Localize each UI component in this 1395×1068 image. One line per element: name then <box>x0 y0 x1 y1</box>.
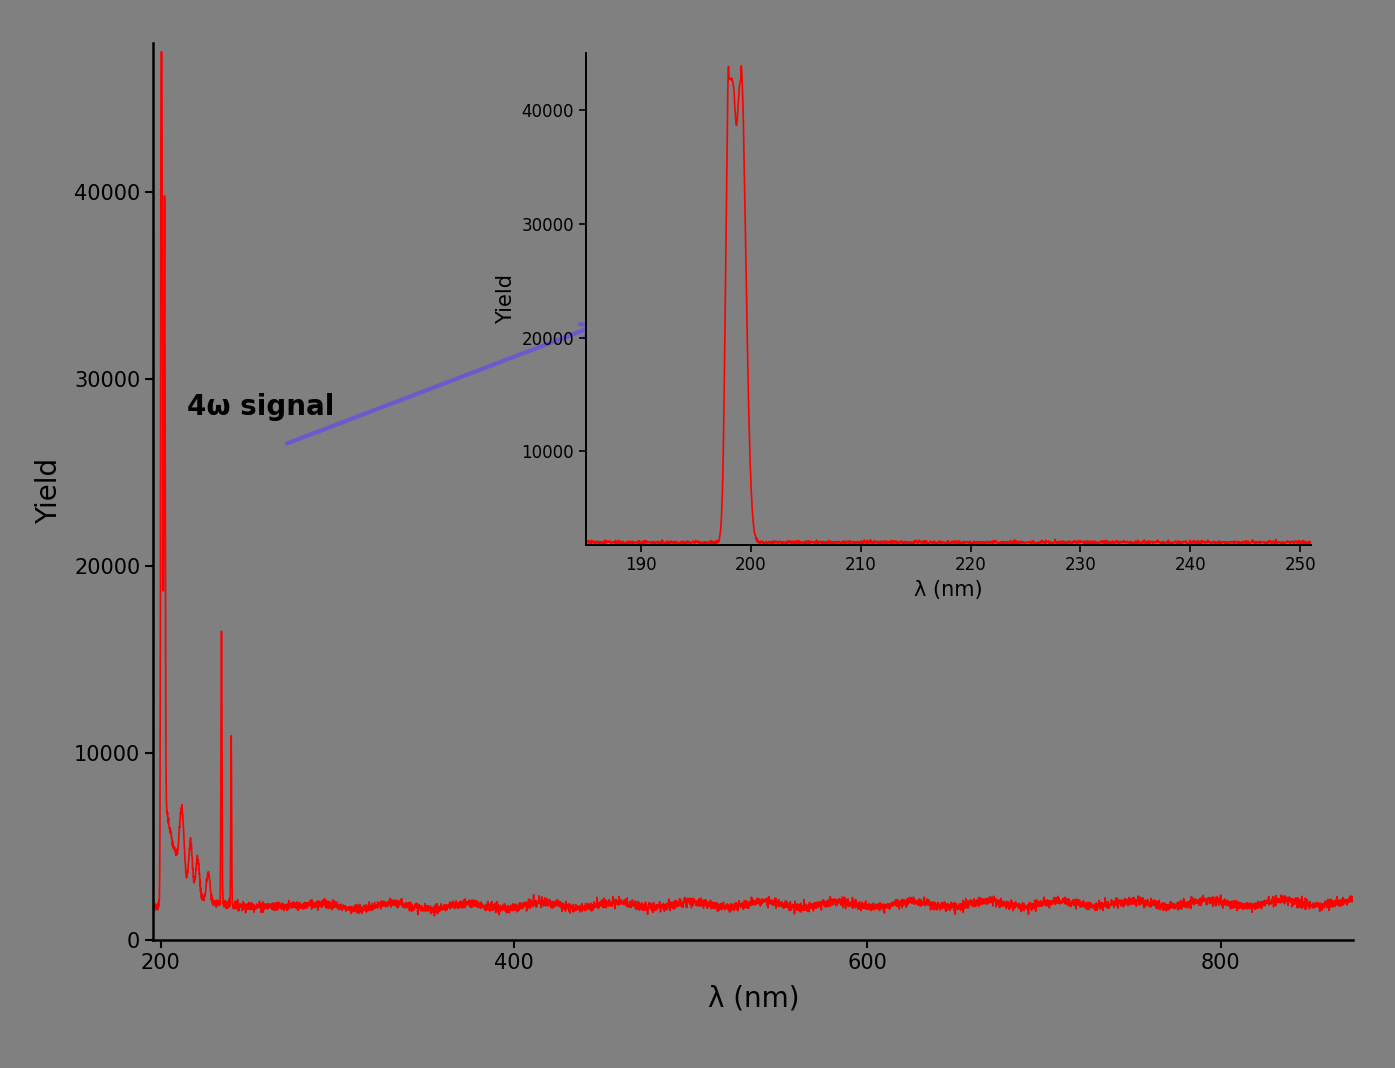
Y-axis label: Yield: Yield <box>35 458 63 524</box>
X-axis label: λ (nm): λ (nm) <box>914 580 983 600</box>
Text: 4ω signal: 4ω signal <box>187 393 335 421</box>
Y-axis label: Yield: Yield <box>495 274 516 324</box>
X-axis label: λ (nm): λ (nm) <box>707 984 799 1012</box>
